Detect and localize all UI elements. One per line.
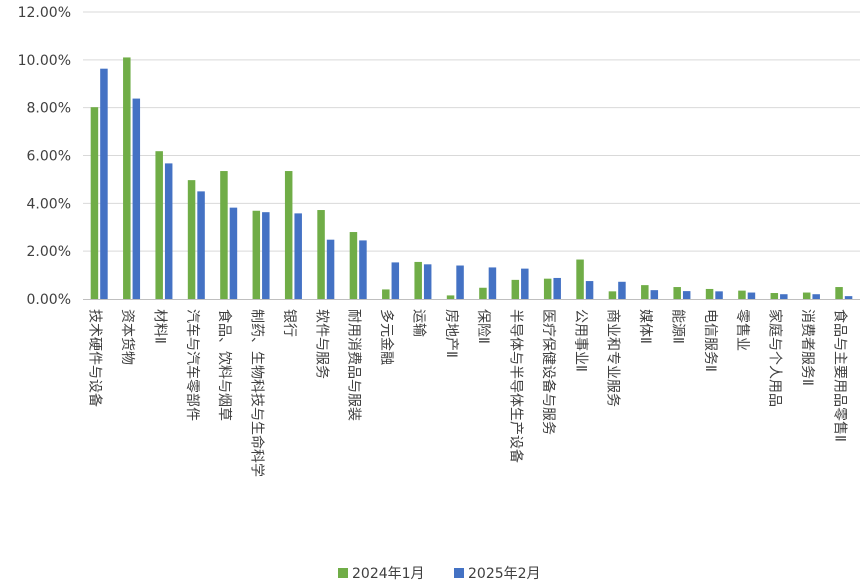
x-tick-label: 消费者服务Ⅱ (799, 309, 815, 386)
bar-series2 (650, 290, 659, 299)
bar-series2 (812, 294, 820, 299)
x-tick-label: 医疗保健设备与服务 (540, 309, 557, 435)
bar-series1 (835, 287, 843, 299)
bar-series2 (715, 291, 723, 299)
legend: 2024年1月 2025年2月 (338, 566, 541, 582)
x-tick-label: 制药、生物科技与生命科学 (249, 309, 266, 477)
legend-label: 2025年2月 (468, 566, 541, 582)
legend-swatch (454, 568, 464, 578)
bar-series2 (132, 98, 141, 299)
bar-series2 (553, 277, 561, 299)
bar-series1 (738, 290, 746, 299)
x-tick-label: 耐用消费品与服装 (346, 309, 362, 421)
bar-series2 (456, 265, 464, 299)
bar-series1 (155, 151, 163, 299)
x-tick-label: 零售业 (734, 309, 750, 351)
x-tick-label: 半导体与半导体生产设备 (508, 309, 525, 463)
x-tick-label: 媒体Ⅱ (637, 309, 653, 344)
y-tick-label: 4.00% (27, 196, 71, 212)
bar-series1 (90, 107, 99, 300)
bar-series2 (747, 292, 756, 299)
y-tick-label: 10.00% (18, 53, 71, 69)
x-tick-label: 软件与服务 (313, 309, 329, 379)
x-tick-label: 汽车与汽车零部件 (184, 309, 201, 421)
bar-series2 (229, 207, 238, 299)
x-tick-label: 材料Ⅱ (151, 309, 167, 344)
bar-series2 (682, 291, 691, 299)
bar-series1 (414, 261, 422, 299)
bar-series1 (349, 232, 358, 299)
bar-series2 (618, 281, 626, 299)
x-tick-label: 电信服务Ⅱ (702, 309, 718, 372)
bar-series2 (359, 240, 367, 299)
bar-series2 (521, 268, 529, 299)
bar-series1 (641, 285, 649, 299)
bar-series2 (391, 262, 400, 299)
x-axis-ticks: 技术硬件与设备 资本货物 材料Ⅱ 汽车与汽车零部件 食品、饮料与烟草 制药、生物科技与生命… (87, 309, 849, 477)
bar-series1 (802, 292, 811, 299)
legend-swatch (338, 568, 348, 578)
bar-series1 (187, 180, 196, 299)
bar-series1 (284, 171, 293, 299)
x-tick-label: 商业和专业服务 (605, 309, 621, 407)
x-tick-label: 公用事业Ⅱ (572, 309, 588, 372)
y-tick-label: 12.00% (18, 5, 71, 21)
bar-series2 (780, 294, 788, 299)
bar-series2 (164, 163, 173, 299)
bar-series2 (585, 281, 594, 299)
x-tick-label: 保险Ⅱ (475, 309, 491, 344)
bar-series1 (382, 289, 390, 299)
bar-series1 (252, 210, 261, 299)
y-tick-label: 0.00% (27, 292, 71, 308)
bar-series2 (844, 296, 853, 299)
bar-series1 (123, 57, 131, 299)
bar-series1 (705, 288, 714, 299)
x-tick-label: 房地产Ⅱ (443, 309, 459, 358)
gridlines (83, 11, 860, 252)
bar-series1 (608, 291, 617, 299)
bar-series1 (446, 295, 455, 299)
x-tick-label: 家庭与个人用品 (767, 309, 784, 407)
legend-label: 2024年1月 (352, 566, 425, 582)
bar-series1 (576, 259, 584, 299)
bar-series2 (294, 213, 302, 299)
bar-series1 (511, 279, 520, 299)
x-tick-label: 食品与主要用品零售Ⅱ (831, 309, 848, 442)
x-tick-label: 能源Ⅱ (669, 309, 685, 344)
bar-series2 (423, 264, 432, 299)
y-tick-label: 8.00% (27, 101, 71, 117)
bar-series2 (100, 68, 108, 300)
x-tick-label: 多元金融 (378, 309, 395, 365)
y-tick-label: 2.00% (27, 244, 71, 260)
bar-series1 (220, 171, 228, 299)
x-tick-label: 运输 (410, 309, 426, 337)
y-tick-label: 6.00% (27, 149, 71, 165)
x-tick-label: 食品、饮料与烟草 (216, 309, 233, 421)
x-tick-label: 银行 (281, 309, 297, 337)
bar-series1 (543, 278, 552, 299)
bars (90, 57, 853, 300)
bar-series2 (326, 239, 335, 299)
x-tick-label: 资本货物 (119, 309, 136, 365)
bar-series2 (488, 267, 497, 299)
bar-series1 (479, 287, 487, 299)
bar-series1 (673, 287, 681, 299)
bar-series2 (262, 212, 270, 299)
x-tick-label: 技术硬件与设备 (87, 309, 104, 407)
y-axis-ticks: 0.00% 2.00% 4.00% 6.00% 8.00% 10.00% 12.00% (18, 5, 71, 308)
bar-series1 (317, 210, 325, 299)
bar-series2 (197, 191, 205, 299)
bar-series1 (770, 293, 779, 299)
